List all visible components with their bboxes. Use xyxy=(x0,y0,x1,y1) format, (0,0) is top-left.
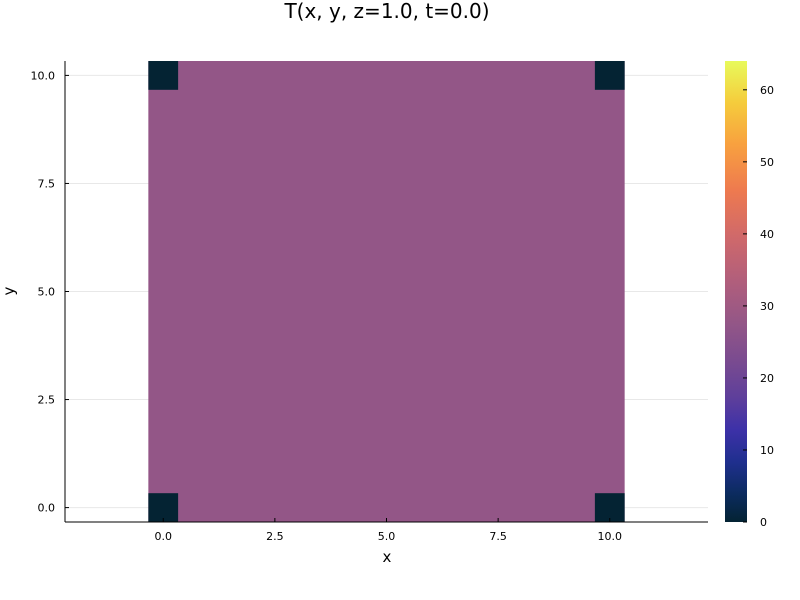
colorbar-tick-label: 60 xyxy=(760,84,774,97)
y-tick-label: 5.0 xyxy=(38,286,56,299)
heatmap-corner-cell xyxy=(148,60,179,90)
x-tick-label: 2.5 xyxy=(266,530,284,543)
colorbar-scale xyxy=(725,61,747,522)
colorbar-tick-label: 40 xyxy=(760,228,774,241)
x-tick-label: 10.0 xyxy=(598,530,623,543)
heatmap-corner-cell xyxy=(594,60,625,90)
x-axis-label: x xyxy=(383,548,392,566)
heatmap-corner-cell xyxy=(148,493,179,523)
x-tick-label: 7.5 xyxy=(489,530,507,543)
colorbar-tick-label: 50 xyxy=(760,156,774,169)
colorbar-tick-label: 20 xyxy=(760,372,774,385)
colorbar-tick-label: 30 xyxy=(760,300,774,313)
colorbar-tick-label: 10 xyxy=(760,444,774,457)
plot-area: 0.0 2.5 5.0 7.5 10.0 0.0 2.5 5.0 7.5 10.0 xyxy=(31,60,708,543)
heatmap-interior xyxy=(148,60,625,523)
y-axis-label: y xyxy=(0,286,18,295)
y-tick-label: 7.5 xyxy=(38,177,56,190)
chart-title: T(x, y, z=1.0, t=0.0) xyxy=(283,0,489,23)
heatmap-corner-cell xyxy=(594,493,625,523)
y-tick-label: 0.0 xyxy=(38,502,56,515)
y-tick-label: 10.0 xyxy=(31,69,56,82)
x-tick-label: 5.0 xyxy=(378,530,396,543)
colorbar-tick-label: 0 xyxy=(760,516,767,529)
colorbar: 0 10 20 30 40 50 60 xyxy=(725,61,774,529)
x-tick-label: 0.0 xyxy=(154,530,172,543)
y-tick-label: 2.5 xyxy=(38,394,56,407)
